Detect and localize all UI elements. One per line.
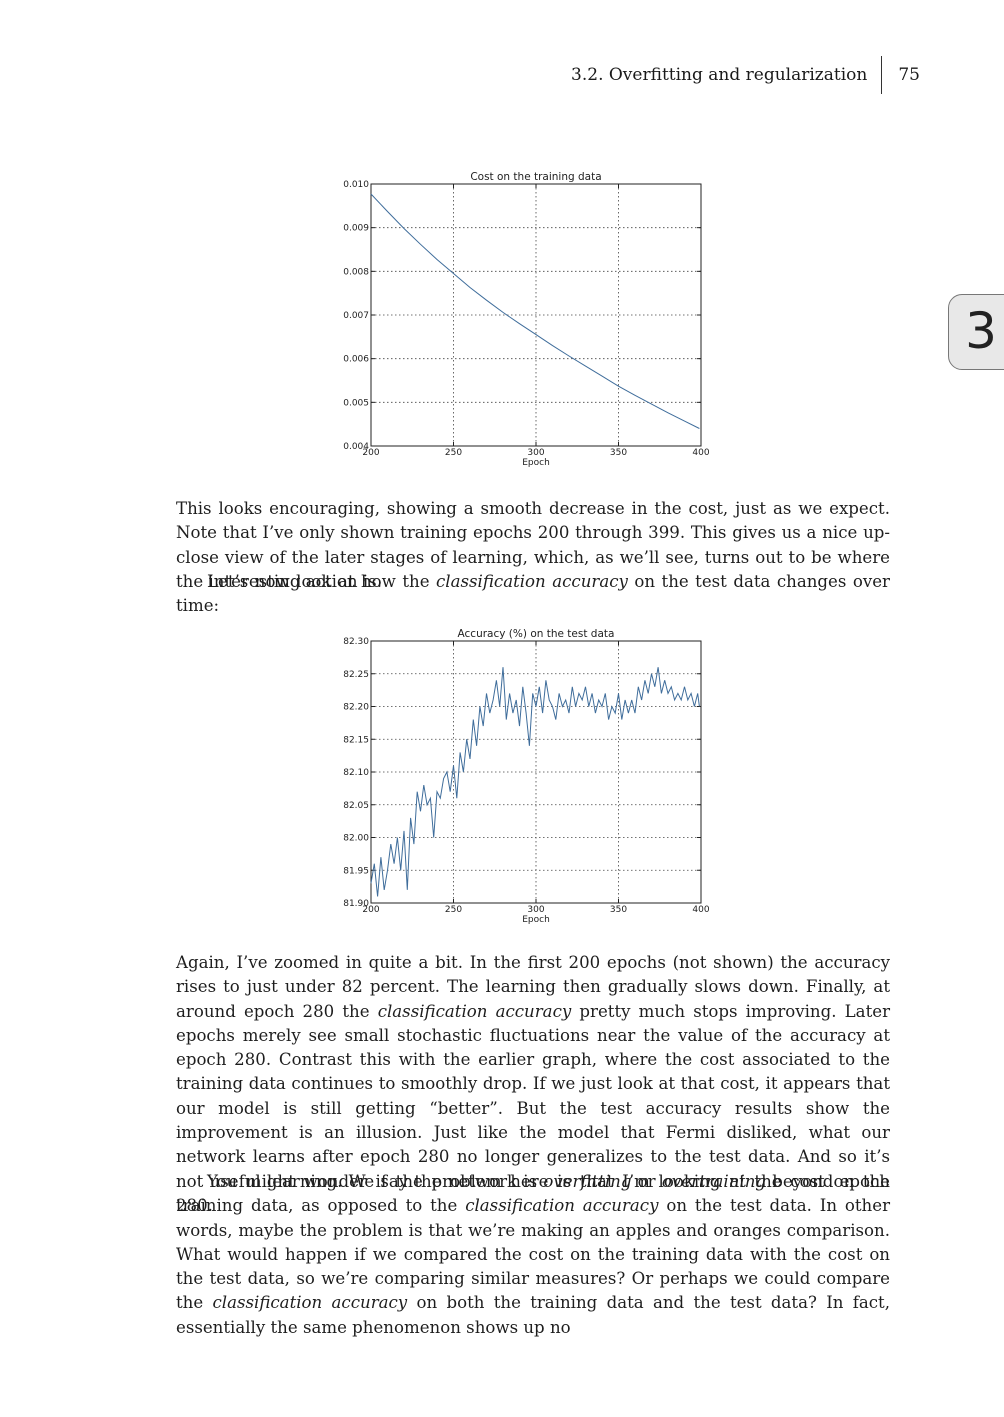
accuracy-chart-x-tick-label: 200 [362,905,379,915]
accuracy-chart-x-tick-label: 300 [527,905,544,915]
running-header: 3.2. Overfitting and regularization 75 [571,56,920,94]
cost-chart-y-tick-label: 0.009 [343,224,369,234]
accuracy-chart-y-tick-label: 81.90 [343,899,369,909]
cost-chart-y-tick-label: 0.004 [343,442,369,452]
emphasis: overtraining [661,1171,767,1191]
accuracy-chart-series-line [370,667,700,897]
emphasis: classification accuracy [436,572,628,591]
accuracy-chart-y-tick-label: 82.05 [343,801,369,811]
cost-chart-series-line [370,193,700,429]
chapter-number: 3 [965,302,997,360]
accuracy-chart-title: Accuracy (%) on the test data [458,628,615,640]
accuracy-chart-y-tick-label: 82.00 [343,834,369,844]
section-title: 3.2. Overfitting and regularization [571,65,868,85]
accuracy-chart-y-tick-label: 82.15 [343,735,369,745]
cost-chart-y-tick-label: 0.006 [343,355,369,365]
accuracy-chart: 200 250 300 350 400 81.90 81.95 82.00 82.05 82.10… [330,622,720,931]
cost-chart-x-tick-label: 200 [362,448,379,458]
accuracy-chart-x-tick-label: 350 [610,905,627,915]
cost-chart-y-tick-label: 0.010 [343,180,369,190]
accuracy-chart-y-tick-label: 82.10 [343,768,369,778]
accuracy-chart-svg: 200 250 300 350 400 81.90 81.95 82.00 82.05 82.10… [343,628,710,925]
accuracy-chart-x-tick-label: 250 [445,905,462,915]
accuracy-chart-x-tick-label: 400 [692,905,709,915]
header-divider [881,56,883,94]
paragraph-2: Let’s now look at how the classification… [176,572,890,616]
page-number: 75 [898,65,920,85]
cost-chart-x-tick-label: 350 [610,448,627,458]
cost-chart-x-tick-label: 400 [692,448,709,458]
emphasis: classification accuracy [377,1001,572,1021]
paragraph-3: Again, I’ve zoomed in quite a bit. In th… [176,953,890,1215]
accuracy-chart-y-tick-label: 81.95 [343,866,369,876]
accuracy-chart-x-axis-label: Epoch [522,915,550,925]
cost-chart-svg: 200 250 300 350 400 0.004 0.005 0.006 0.007 0.008… [343,171,710,468]
paragraph-1: This looks encouraging, showing a smooth… [176,499,890,591]
cost-chart-x-tick-label: 300 [527,448,544,458]
chapter-tab: 3 [948,294,1004,370]
paragraph-4: You might wonder if the problem here is … [176,1172,890,1337]
accuracy-chart-y-tick-label: 82.20 [343,703,369,713]
cost-chart-y-tick-label: 0.005 [343,398,369,408]
accuracy-chart-y-tick-label: 82.25 [343,670,369,680]
cost-chart: 200 250 300 350 400 0.004 0.005 0.006 0.007 0.008… [330,165,720,474]
cost-chart-y-tick-label: 0.007 [343,311,369,321]
cost-chart-x-axis-label: Epoch [522,458,550,468]
emphasis: classification accuracy [465,1196,659,1216]
accuracy-chart-y-tick-label: 82.30 [343,637,369,647]
emphasis: overfitting [543,1171,632,1191]
cost-chart-y-tick-label: 0.008 [343,267,369,277]
cost-chart-title: Cost on the training data [470,171,601,183]
emphasis: classification accuracy [212,1293,408,1313]
cost-chart-x-tick-label: 250 [445,448,462,458]
